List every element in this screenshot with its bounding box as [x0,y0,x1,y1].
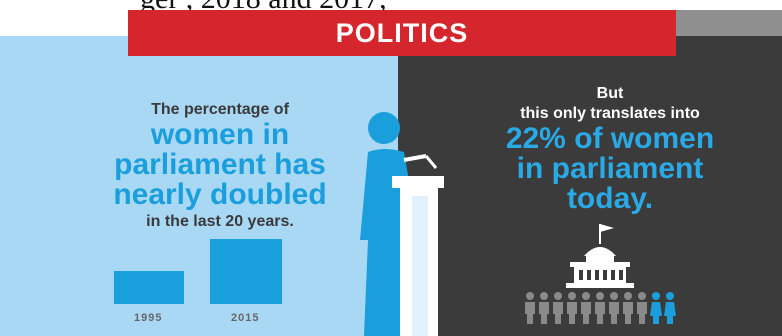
left-panel [0,36,398,336]
left-line-1: The percentage of [151,101,289,118]
year-label-1995: 1995 [134,312,163,324]
right-statement: But this only translates into 22% of wom… [472,84,748,214]
bar-1995 [114,270,184,304]
right-line-4: in parliament [516,152,704,185]
left-line-5: in the last 20 years. [146,213,294,230]
member-icon [567,292,577,324]
woman-member-icon [650,292,662,324]
right-line-5: today. [566,182,654,215]
member-icon [623,292,633,324]
member-icon [595,292,605,324]
right-line-1: But [596,85,624,102]
left-line-2: women in [150,118,290,151]
politics-banner: POLITICS [128,10,676,56]
right-line-2: this only translates into [520,105,700,122]
bar-2015 [210,238,282,304]
woman-member-icon [664,292,676,324]
left-statement: The percentage of women in parliament ha… [70,100,370,232]
member-icon [637,292,647,324]
gray-corner-block [675,10,782,36]
right-line-3: 22% of women [505,122,715,155]
member-icon [553,292,563,324]
member-icon [525,292,535,324]
member-icon [609,292,619,324]
member-icon [581,292,591,324]
left-line-4: nearly doubled [113,178,327,211]
left-line-3: parliament has [114,148,326,181]
year-label-2015: 2015 [231,312,260,324]
member-icon [539,292,549,324]
banner-title: POLITICS [335,17,469,48]
